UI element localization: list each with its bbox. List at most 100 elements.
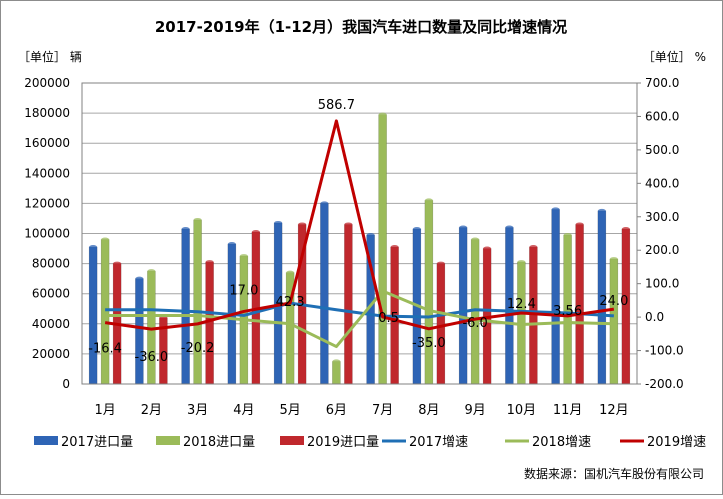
x-tick-label: 2月: [141, 403, 162, 418]
right-tick-label: 600.0: [645, 109, 679, 123]
chart-title: 2017-2019年（1-12月）我国汽车进口数量及同比增速情况: [155, 18, 567, 36]
left-tick-label: 60000: [32, 287, 70, 301]
legend-label: 2017进口量: [61, 435, 133, 450]
data-label: -6.0: [462, 316, 487, 331]
bar: [320, 203, 329, 385]
legend-swatch: [34, 436, 58, 445]
bar-cap: [412, 226, 421, 231]
x-tick-label: 3月: [187, 403, 208, 418]
x-tick-label: 5月: [279, 403, 300, 418]
bar-cap: [135, 276, 144, 281]
bar-cap: [344, 222, 353, 227]
legend-swatch: [280, 436, 304, 445]
legend: 2017进口量 2018进口量 2019进口量 2017增速 2018增速 2019增速: [34, 435, 706, 450]
legend-label: 2017增速: [409, 435, 468, 450]
data-label: 0.5: [378, 311, 399, 326]
right-tick-label: 300.0: [645, 210, 679, 224]
bar-cap: [597, 208, 606, 213]
bar-cap: [101, 237, 110, 242]
bar-cap: [424, 198, 433, 203]
bar: [551, 209, 560, 385]
x-tick-label: 6月: [326, 403, 347, 418]
left-tick-label: 200000: [24, 76, 70, 90]
series-line: [104, 119, 615, 331]
x-tick-label: 8月: [418, 403, 439, 418]
bar-cap: [147, 269, 156, 274]
x-tick-label: 1月: [94, 403, 115, 418]
x-tick-label: 4月: [233, 403, 254, 418]
legend-label: 2019进口量: [307, 435, 379, 450]
legend-label: 2018增速: [532, 435, 591, 450]
bar: [529, 246, 538, 385]
left-tick-label: 40000: [32, 317, 70, 331]
bar-cap: [563, 233, 572, 238]
bar: [424, 200, 434, 385]
right-tick-label: 0.0: [645, 310, 664, 324]
data-label: -35.0: [412, 336, 446, 351]
bar-cap: [205, 260, 214, 265]
bar-cap: [113, 261, 122, 266]
data-label: 12.4: [507, 297, 536, 312]
bar-cap: [366, 233, 375, 238]
left-tick-label: 180000: [24, 106, 70, 120]
x-tick-label: 11月: [553, 403, 583, 418]
left-tick-label: 20000: [32, 347, 70, 361]
bar-cap: [286, 270, 295, 275]
left-tick-label: 120000: [24, 196, 70, 210]
data-label: 42.3: [276, 295, 305, 310]
data-label: -36.0: [135, 350, 169, 365]
series-line: [105, 289, 614, 349]
data-label: 586.7: [318, 98, 355, 113]
bar-cap: [89, 245, 98, 250]
bar: [332, 361, 341, 385]
bar: [205, 261, 214, 385]
bar-cap: [505, 225, 514, 230]
right-tick-label: 700.0: [645, 76, 679, 90]
bar: [436, 263, 446, 385]
bar: [344, 224, 353, 385]
bar-cap: [320, 201, 329, 206]
right-tick-label: 100.0: [645, 277, 679, 291]
axes: 0 20000 40000 60000 80000 100000 120000 140000 1…: [24, 76, 684, 418]
data-label: -16.4: [88, 342, 122, 357]
source-note: 数据来源：国机汽车股份有限公司: [524, 466, 704, 481]
bar-cap: [332, 359, 341, 364]
bar-cap: [551, 207, 560, 212]
bar-cap: [459, 225, 468, 230]
left-tick-label: 0: [62, 377, 70, 391]
data-label: 3.56: [553, 304, 582, 319]
data-labels: -16.4 -36.0 -20.2 17.0 42.3 586.7 0.5 -35.0 -6.0…: [88, 98, 628, 365]
bar: [458, 227, 468, 385]
right-tick-label: 400.0: [645, 176, 679, 190]
right-axis-unit: ［单位］ %: [643, 49, 706, 64]
x-tick-label: 9月: [464, 403, 485, 418]
bar-cap: [609, 257, 618, 262]
bar-cap: [239, 254, 248, 259]
right-tick-label: -200.0: [645, 377, 684, 391]
bar: [181, 228, 190, 385]
bar-cap: [483, 246, 492, 251]
bar: [100, 239, 110, 385]
legend-label: 2019增速: [647, 435, 706, 450]
bar: [135, 278, 144, 385]
bar-cap: [471, 237, 480, 242]
bar-cap: [529, 245, 538, 250]
bar-cap: [251, 229, 260, 234]
data-label: 17.0: [229, 283, 258, 298]
left-axis-unit: ［单位］ 辆: [18, 49, 82, 64]
bar-cap: [378, 112, 387, 117]
bar: [193, 219, 202, 385]
legend-swatch: [156, 436, 180, 445]
left-tick-label: 100000: [24, 227, 70, 241]
x-tick-label: 10月: [507, 403, 537, 418]
bar-cap: [181, 226, 190, 231]
bar-cap: [298, 222, 307, 227]
series-line: [105, 301, 614, 319]
left-tick-label: 160000: [24, 136, 70, 150]
right-tick-label: -100.0: [645, 344, 684, 358]
bar: [378, 114, 387, 385]
right-tick-label: 500.0: [645, 143, 679, 157]
bar-cap: [621, 226, 630, 231]
